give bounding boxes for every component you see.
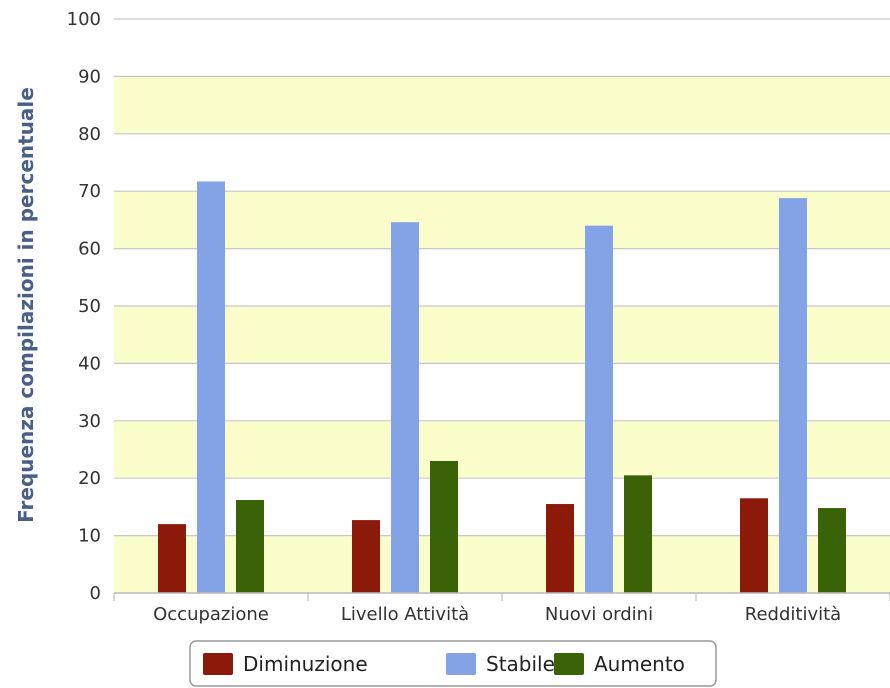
y-tick-label: 80: [78, 124, 101, 145]
legend: Diminuzione Stabile Aumento: [189, 640, 717, 687]
x-tick-label: Livello Attività: [341, 604, 469, 625]
legend-label-stabile: Stabile: [486, 652, 555, 676]
bar-diminuzione: [546, 504, 574, 593]
y-axis-title: Frequenza compilazioni in percentuale: [14, 87, 38, 523]
y-tick-label: 30: [78, 411, 101, 432]
y-tick-label: 40: [78, 353, 101, 374]
bar-diminuzione: [158, 524, 186, 593]
plot-bands: [114, 76, 890, 593]
y-tick-label: 0: [90, 583, 101, 604]
plot-band: [114, 535, 890, 593]
plot-band: [114, 76, 890, 134]
bar-diminuzione: [352, 520, 380, 593]
y-tick-label: 50: [78, 296, 101, 317]
bar-stabile: [197, 181, 225, 593]
y-tick-label: 60: [78, 239, 101, 260]
legend-label-aumento: Aumento: [594, 652, 685, 676]
y-tick-label: 90: [78, 66, 101, 87]
x-tick-label: Redditività: [745, 604, 841, 625]
bar-aumento: [818, 508, 846, 593]
y-axis-ticks: 0 10 20 30 40 50 60 70 80 90 100: [67, 9, 101, 604]
plot-band: [114, 420, 890, 479]
bar-diminuzione: [740, 498, 768, 593]
bars: [158, 181, 846, 594]
legend-swatch-aumento: [554, 653, 584, 675]
y-tick-label: 100: [67, 9, 101, 30]
legend-swatch-diminuzione: [203, 653, 233, 675]
y-tick-label: 20: [78, 468, 101, 489]
x-tick-label: Occupazione: [153, 604, 269, 625]
legend-swatch-stabile: [446, 653, 476, 675]
bar-stabile: [391, 222, 419, 594]
x-axis: Occupazione Livello Attività Nuovi ordini R…: [113, 592, 890, 625]
bar-aumento: [430, 460, 458, 593]
y-tick-label: 70: [78, 181, 101, 202]
plot-band: [114, 191, 890, 249]
bar-aumento: [624, 475, 652, 593]
x-tick-label: Nuovi ordini: [545, 604, 653, 625]
bar-aumento: [236, 500, 264, 593]
bar-stabile: [779, 198, 807, 593]
bar-stabile: [585, 225, 613, 593]
plot-band: [114, 306, 890, 364]
y-tick-label: 10: [78, 526, 101, 547]
legend-label-diminuzione: Diminuzione: [243, 652, 368, 676]
